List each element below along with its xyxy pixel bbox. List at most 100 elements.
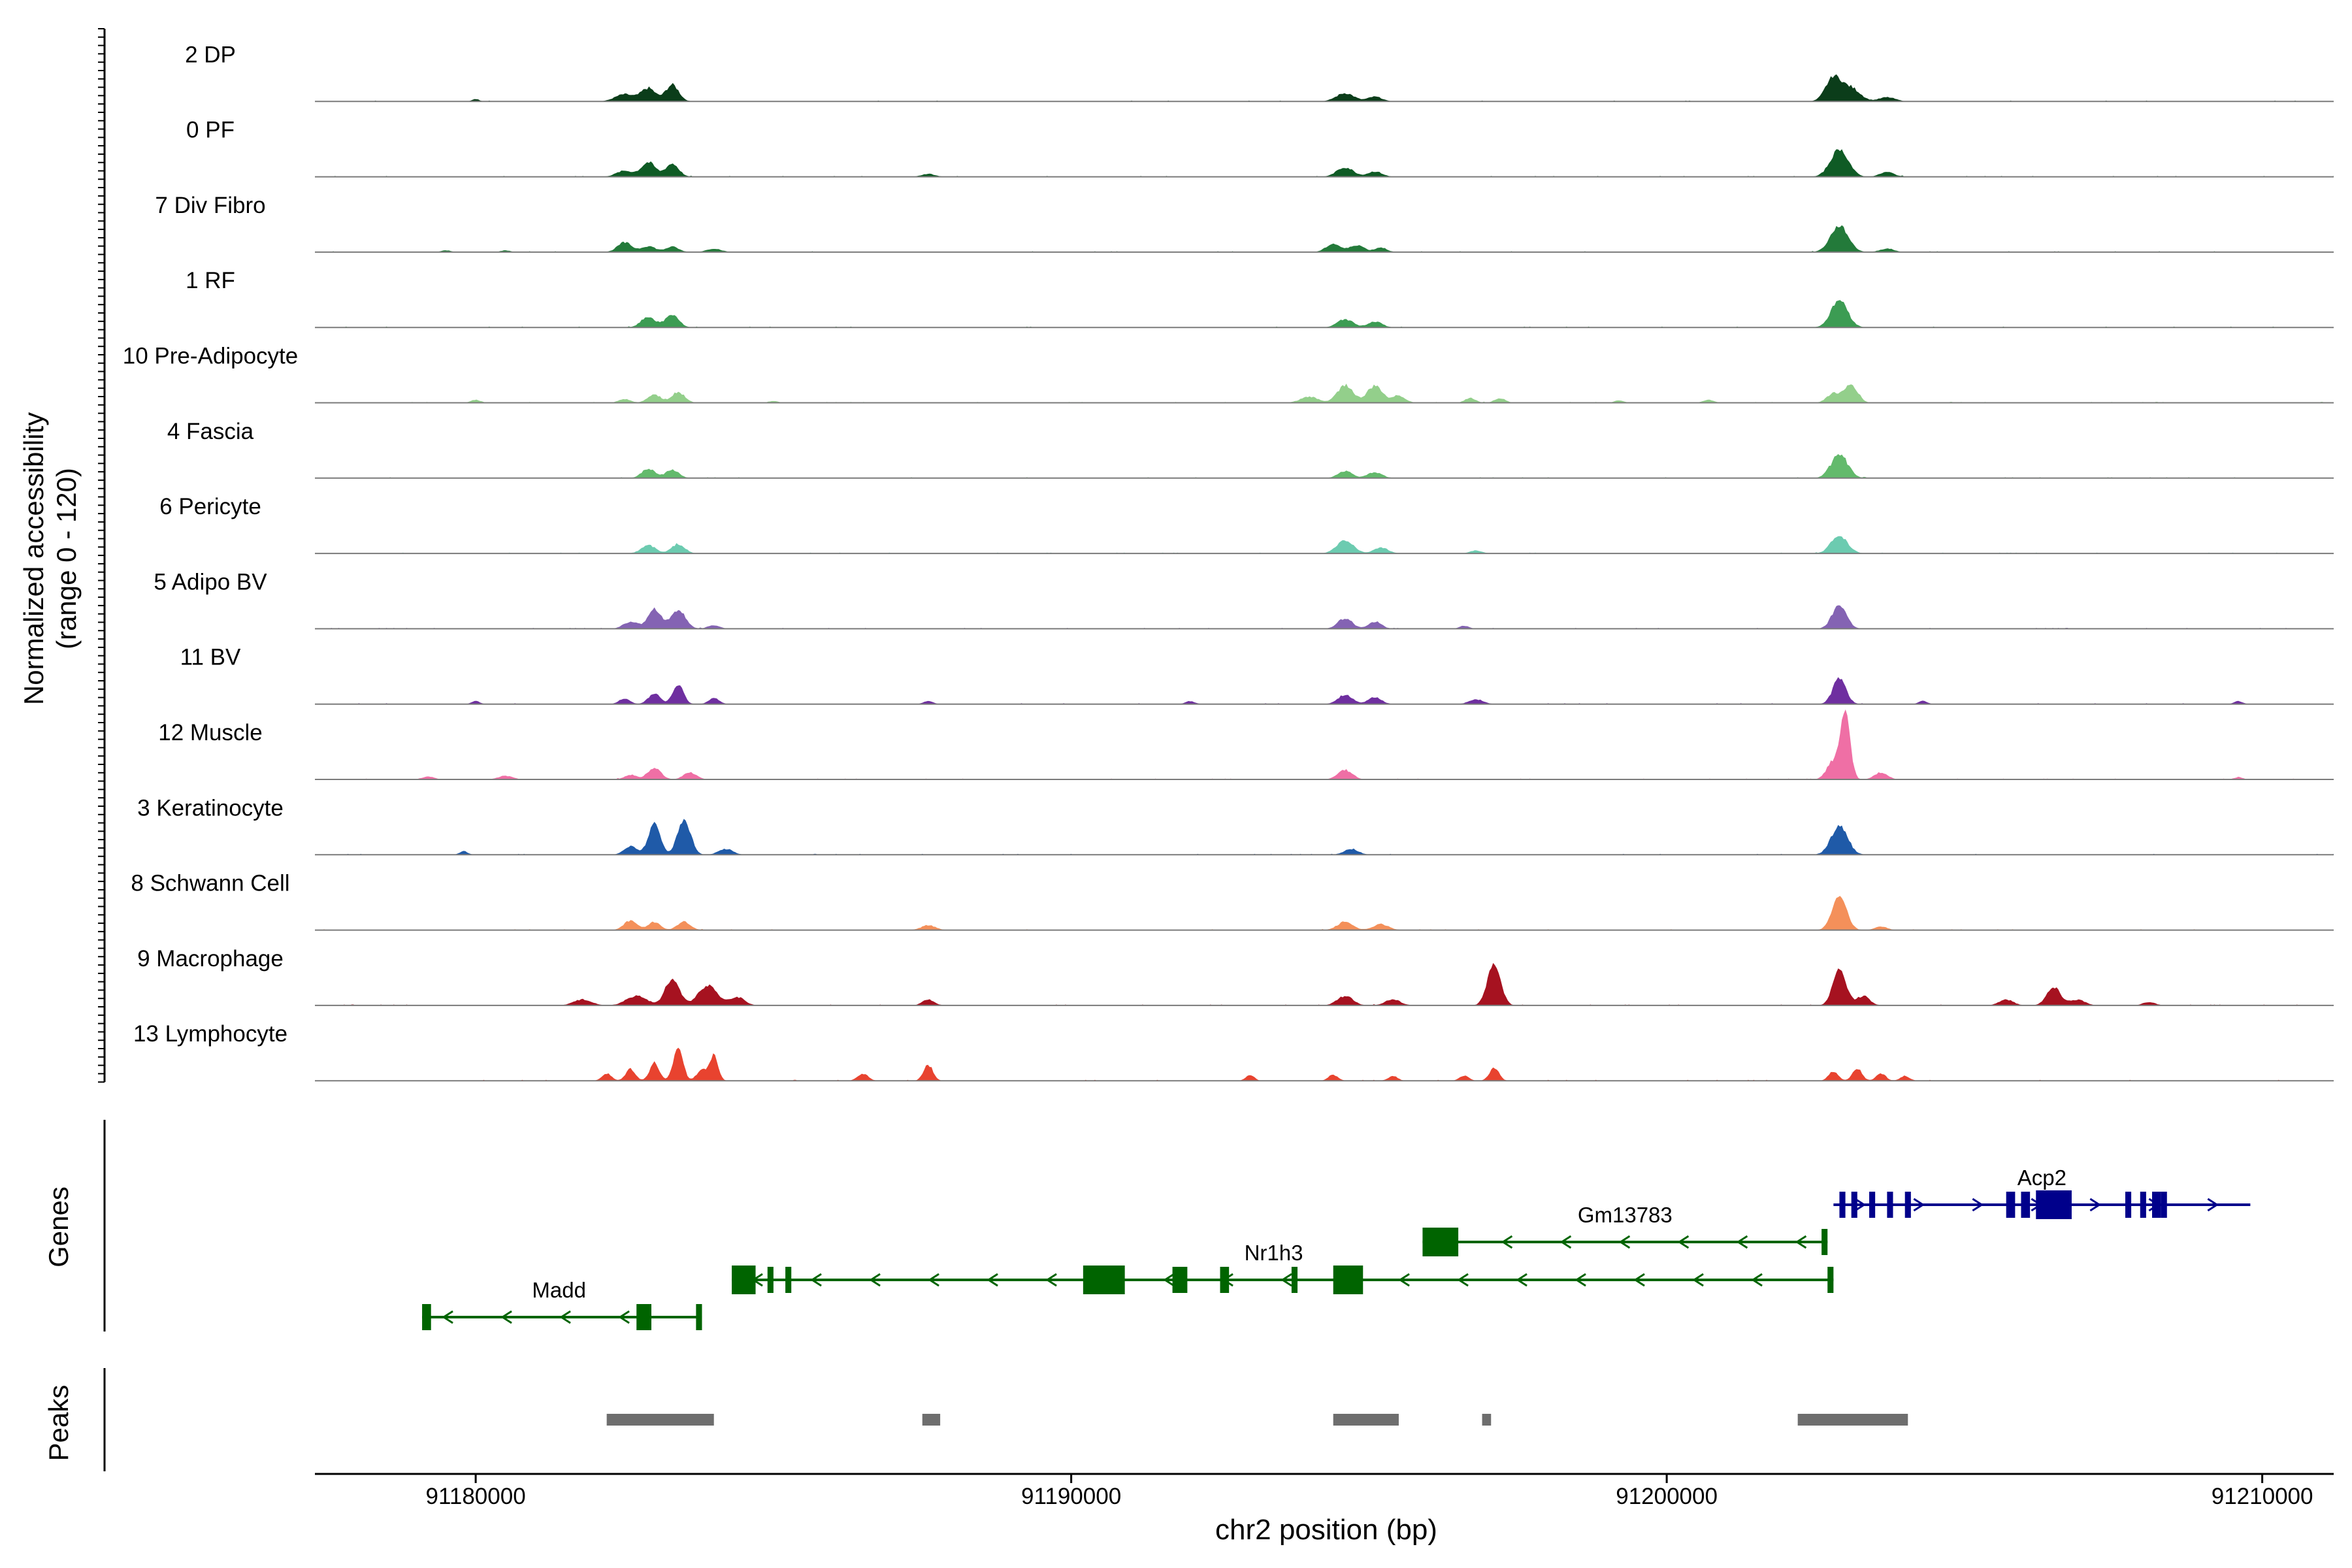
track-label: 1 RF bbox=[186, 268, 235, 293]
track-7-div-fibro bbox=[315, 225, 2334, 253]
coverage-area bbox=[315, 454, 2334, 478]
strand-arrow bbox=[1913, 1198, 1925, 1212]
track-2-dp bbox=[315, 74, 2334, 103]
x-axis: 91180000 91190000 91200000 91210000 bbox=[315, 1473, 2334, 1509]
track-1-rf bbox=[315, 300, 2334, 329]
strand-arrow bbox=[1972, 1198, 1984, 1212]
track-label: 4 Fascia bbox=[167, 419, 254, 444]
gene-exon bbox=[2140, 1192, 2146, 1218]
peak-region bbox=[1333, 1414, 1399, 1426]
track-5-adipo-bv bbox=[315, 605, 2334, 630]
y-axis bbox=[98, 28, 106, 1083]
strand-arrow bbox=[1398, 1273, 1410, 1287]
track-label: 3 Keratinocyte bbox=[137, 795, 284, 821]
gene-exon bbox=[732, 1266, 756, 1294]
gene-exon bbox=[1422, 1228, 1459, 1256]
peak-region-track bbox=[103, 1368, 1908, 1471]
y-axis-title-line1: Normalized accessibility bbox=[18, 412, 49, 705]
strand-arrow bbox=[1560, 1235, 1572, 1249]
gene-exon bbox=[1291, 1267, 1298, 1293]
coverage-area bbox=[315, 300, 2334, 328]
track-label: 10 Pre-Adipocyte bbox=[123, 344, 298, 369]
strand-arrow bbox=[1854, 1198, 1867, 1212]
strand-arrow bbox=[1281, 1273, 1292, 1287]
coverage-area bbox=[315, 677, 2334, 704]
coverage-area bbox=[315, 896, 2334, 930]
peak-region bbox=[922, 1414, 941, 1426]
strand-arrow bbox=[2089, 1198, 2102, 1212]
gene-exon bbox=[636, 1304, 651, 1330]
strand-arrow bbox=[1795, 1235, 1807, 1249]
gene-exon bbox=[1887, 1192, 1893, 1218]
track-0-pf bbox=[315, 149, 2334, 178]
gene-acp2: Acp2 bbox=[1833, 1166, 2251, 1219]
gene-exon bbox=[2151, 1192, 2161, 1218]
coverage-area bbox=[315, 605, 2334, 629]
track-labels: 2 DP 0 PF 7 Div Fibro 1 RF 10 Pre-Adipocyte 4… bbox=[123, 42, 298, 1047]
track-8-schwann-cell bbox=[315, 896, 2334, 931]
gene-name-label: Nr1h3 bbox=[1245, 1241, 1303, 1265]
peak-region bbox=[1482, 1414, 1492, 1426]
gene-annotation-track: Madd Nr1h3 Gm13783 Acp2 bbox=[103, 1120, 2251, 1331]
track-label: 6 Pericyte bbox=[159, 494, 261, 519]
strand-arrow bbox=[1692, 1273, 1704, 1287]
gene-exon bbox=[1083, 1266, 1125, 1294]
strand-arrow bbox=[1045, 1273, 1057, 1287]
gene-exon bbox=[2161, 1192, 2167, 1218]
gene-exon bbox=[1172, 1267, 1188, 1293]
x-tick-label: 91200000 bbox=[1616, 1484, 1718, 1509]
gene-name-label: Gm13783 bbox=[1578, 1203, 1673, 1227]
gene-name-label: Madd bbox=[532, 1278, 586, 1302]
gene-exon bbox=[1869, 1192, 1876, 1218]
strand-arrow bbox=[559, 1310, 571, 1324]
genes-panel-title: Genes bbox=[43, 1186, 74, 1267]
gene-exon bbox=[2125, 1192, 2132, 1218]
gene-exon bbox=[422, 1304, 431, 1330]
coverage-area bbox=[315, 149, 2334, 177]
coverage-area bbox=[315, 819, 2334, 855]
track-label: 8 Schwann Cell bbox=[131, 871, 289, 896]
gene-exon bbox=[767, 1267, 774, 1293]
y-axis-title-line2: (range 0 - 120) bbox=[51, 468, 82, 649]
track-label: 12 Muscle bbox=[158, 720, 263, 745]
coverage-area bbox=[315, 1047, 2334, 1081]
peak-region bbox=[1797, 1414, 1908, 1426]
strand-arrow bbox=[442, 1310, 453, 1324]
gene-name-label: Acp2 bbox=[2017, 1166, 2066, 1190]
gene-madd: Madd bbox=[422, 1278, 702, 1330]
gene-nr1h3: Nr1h3 bbox=[732, 1241, 1834, 1294]
track-label: 5 Adipo BV bbox=[154, 569, 267, 595]
strand-arrow bbox=[618, 1310, 630, 1324]
coverage-area bbox=[315, 709, 2334, 779]
gene-gm13783: Gm13783 bbox=[1422, 1203, 1828, 1256]
x-tick-label: 91190000 bbox=[1021, 1484, 1121, 1509]
strand-arrow bbox=[1633, 1273, 1645, 1287]
coverage-area bbox=[315, 962, 2334, 1005]
coverage-area bbox=[315, 384, 2334, 403]
strand-arrow bbox=[987, 1273, 998, 1287]
gene-exon bbox=[2006, 1192, 2016, 1218]
track-12-muscle bbox=[315, 709, 2334, 780]
strand-arrow bbox=[869, 1273, 881, 1287]
gene-exon bbox=[1827, 1267, 1834, 1293]
coverage-area bbox=[315, 74, 2334, 102]
strand-arrow bbox=[500, 1310, 512, 1324]
coverage-area bbox=[315, 536, 2334, 554]
gene-exon bbox=[2036, 1190, 2072, 1219]
strand-arrow bbox=[1457, 1273, 1469, 1287]
gene-exon bbox=[2021, 1192, 2031, 1218]
track-label: 7 Div Fibro bbox=[155, 193, 265, 218]
track-13-lymphocyte bbox=[315, 1047, 2334, 1082]
x-tick-label: 91180000 bbox=[426, 1484, 526, 1509]
peak-region bbox=[606, 1414, 714, 1426]
track-4-fascia bbox=[315, 454, 2334, 479]
x-axis-title: chr2 position (bp) bbox=[1215, 1514, 1437, 1546]
track-10-pre-adipocyte bbox=[315, 384, 2334, 404]
gene-exon bbox=[785, 1267, 792, 1293]
strand-arrow bbox=[1163, 1273, 1175, 1287]
track-9-macrophage bbox=[315, 962, 2334, 1006]
strand-arrow bbox=[1751, 1273, 1763, 1287]
strand-arrow bbox=[1501, 1235, 1513, 1249]
track-11-bv bbox=[315, 677, 2334, 705]
